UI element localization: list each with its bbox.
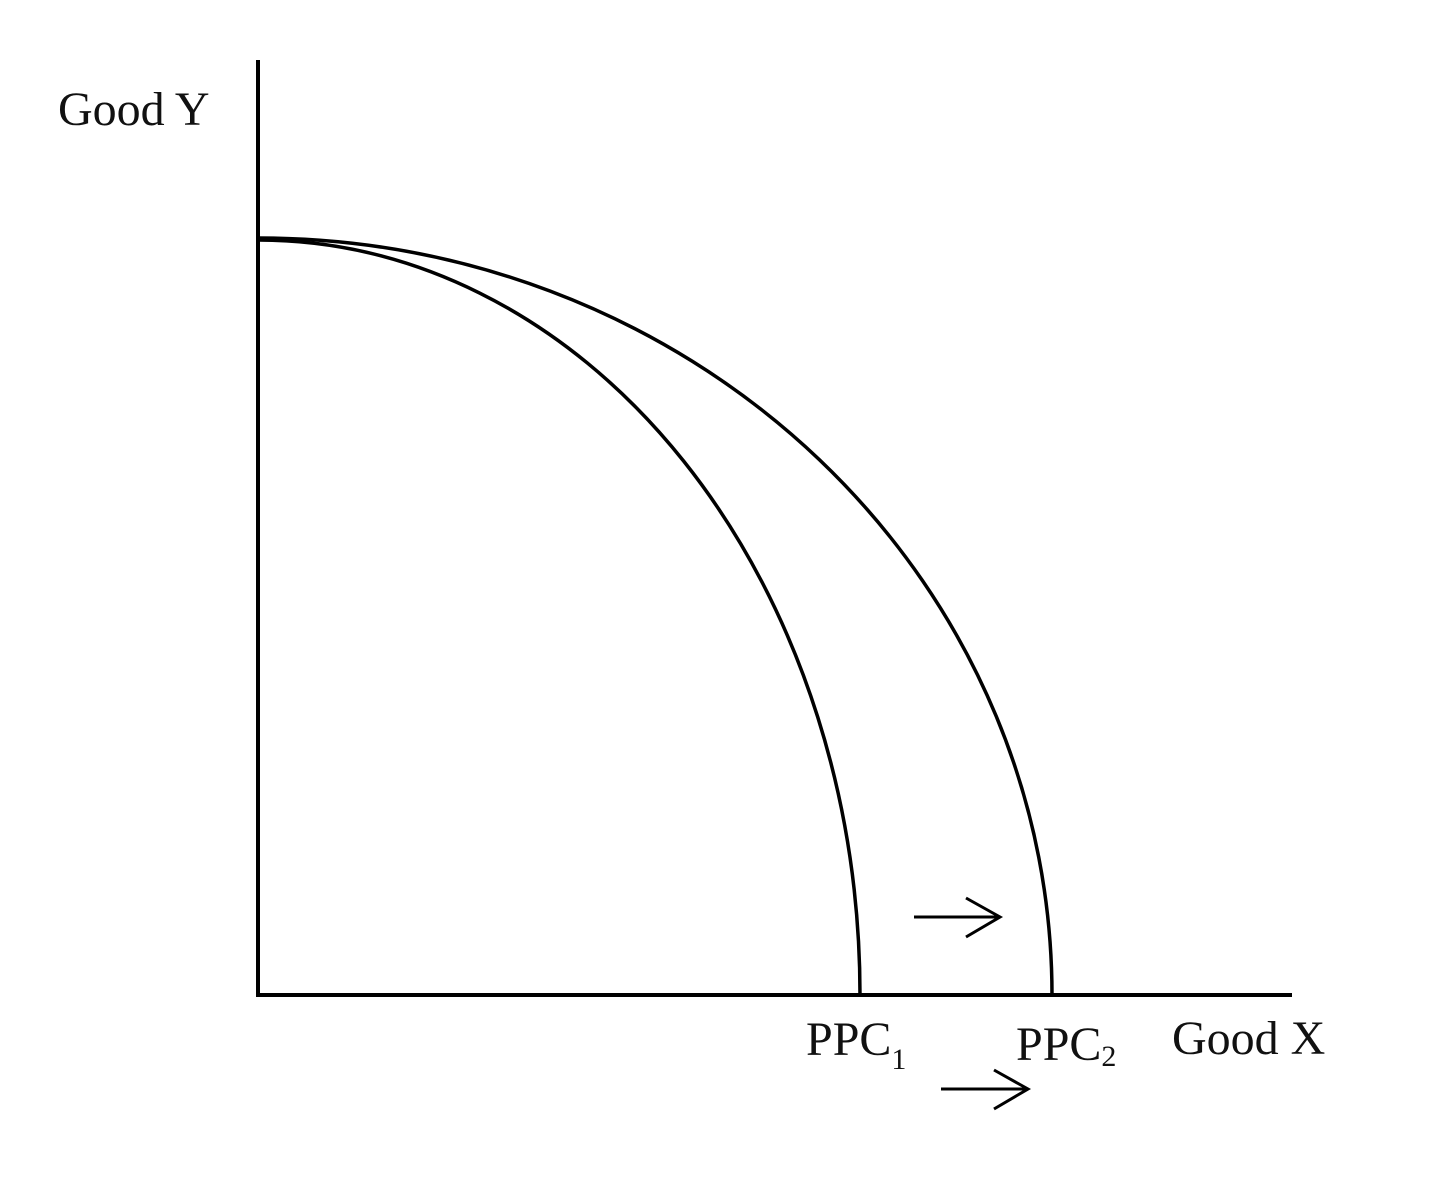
y-axis-label: Good Y [58,83,210,136]
ppc1-curve [257,238,862,996]
shift-arrow-upper-head [965,896,1004,939]
ppc1-label-name: PPC [806,1013,891,1066]
shift-arrow-lower-head [993,1068,1032,1111]
shift-arrow-lower [941,1068,1032,1111]
x-axis-label: Good X [1172,1012,1325,1065]
ppc2-label-subscript: 2 [1101,1040,1116,1073]
ppc1-label-subscript: 1 [891,1043,906,1076]
ppc1-label: PPC1 [806,1013,906,1076]
ppc2-label: PPC2 [1016,1018,1116,1073]
shift-arrow-upper [914,896,1004,939]
ppc2-label-name: PPC [1016,1018,1101,1071]
ppc2-curve [257,236,1054,996]
